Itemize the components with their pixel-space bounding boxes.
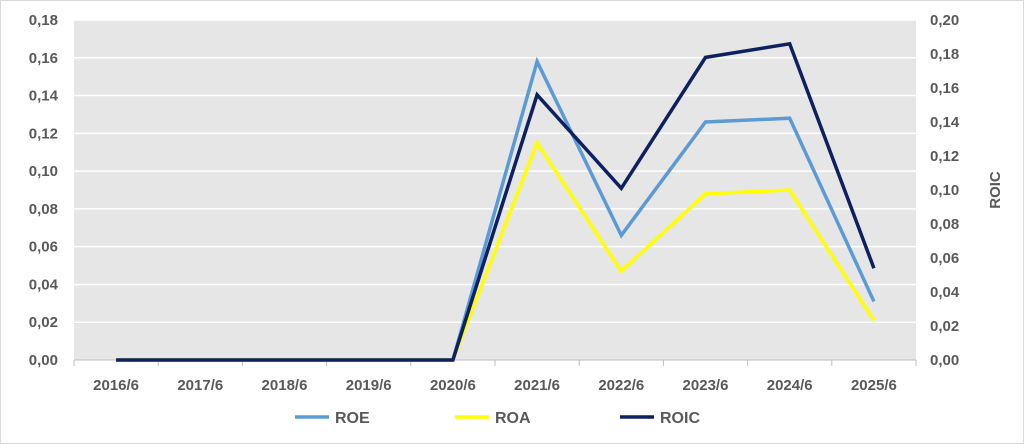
y-right-tick-label: 0,18 <box>930 46 959 63</box>
y-left-tick-label: 0,16 <box>29 50 58 67</box>
y-left-tick-label: 0,00 <box>29 352 58 369</box>
y-right-tick-label: 0,04 <box>930 284 960 301</box>
x-tick-label: 2025/6 <box>851 377 897 394</box>
series-line-roic <box>116 41 876 362</box>
x-tick-label: 2018/6 <box>262 377 308 394</box>
x-tick-label: 2021/6 <box>514 377 560 394</box>
y-right-tick-label: 0,08 <box>930 216 959 233</box>
x-tick-label: 2019/6 <box>346 377 392 394</box>
y-left-tick-label: 0,14 <box>29 88 59 105</box>
y-right-tick-label: 0,16 <box>930 80 959 97</box>
y-left-tick-label: 0,06 <box>29 239 58 256</box>
x-tick-label: 2016/6 <box>93 377 139 394</box>
y-left-tick-label: 0,02 <box>29 314 58 331</box>
x-tick-label: 2022/6 <box>598 377 644 394</box>
y-right-tick-label: 0,14 <box>930 114 960 131</box>
legend-label-roa: ROA <box>495 410 531 427</box>
y-left-tick-label: 0,12 <box>29 125 58 142</box>
y-right-tick-label: 0,06 <box>930 250 959 267</box>
y-right-tick-label: 0,12 <box>930 148 959 165</box>
x-axis: 2016/6 2017/6 2018/6 2019/6 2020/6 2021/6 2022… <box>73 359 917 394</box>
y-left-tick-label: 0,10 <box>29 163 58 180</box>
y-axis-right-title: ROIC <box>987 171 1004 209</box>
y-axis-right: 0,00 0,02 0,04 0,06 0,08 0,10 0,12 0,14 0,16 0,18… <box>930 12 960 369</box>
y-axis-left: 0,00 0,02 0,04 0,06 0,08 0,10 0,12 0,14 0,16 0,18 <box>29 12 59 369</box>
y-right-tick-label: 0,00 <box>930 352 959 369</box>
series-lines <box>116 41 876 362</box>
y-right-tick-label: 0,20 <box>930 12 959 29</box>
legend: ROE ROA ROIC <box>295 410 700 427</box>
x-tick-label: 2020/6 <box>430 377 476 394</box>
x-tick-label: 2017/6 <box>177 377 223 394</box>
y-left-tick-label: 0,18 <box>29 12 58 29</box>
legend-label-roe: ROE <box>335 410 370 427</box>
y-left-tick-label: 0,04 <box>29 276 59 293</box>
x-tick-label: 2024/6 <box>767 377 813 394</box>
y-left-tick-label: 0,08 <box>29 201 58 218</box>
x-tick-label: 2023/6 <box>683 377 729 394</box>
legend-label-roic: ROIC <box>660 410 700 427</box>
y-right-tick-label: 0,02 <box>930 318 959 335</box>
y-right-tick-label: 0,10 <box>930 182 959 199</box>
